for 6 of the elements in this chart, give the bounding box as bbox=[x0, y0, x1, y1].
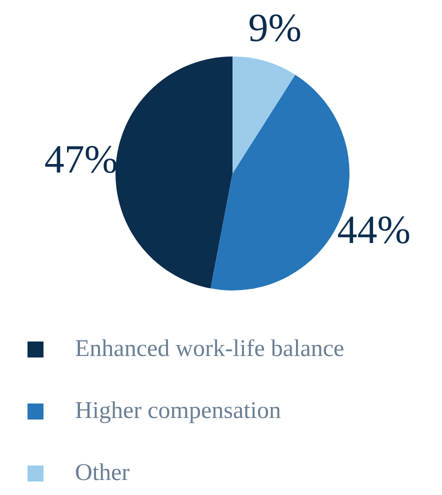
legend-label: Other bbox=[75, 458, 130, 488]
legend-label: Enhanced work-life balance bbox=[75, 334, 344, 364]
legend-label: Higher compensation bbox=[75, 396, 281, 426]
data-label: 9% bbox=[248, 4, 302, 50]
data-label: 44% bbox=[337, 206, 411, 252]
data-label: 47% bbox=[44, 136, 118, 182]
